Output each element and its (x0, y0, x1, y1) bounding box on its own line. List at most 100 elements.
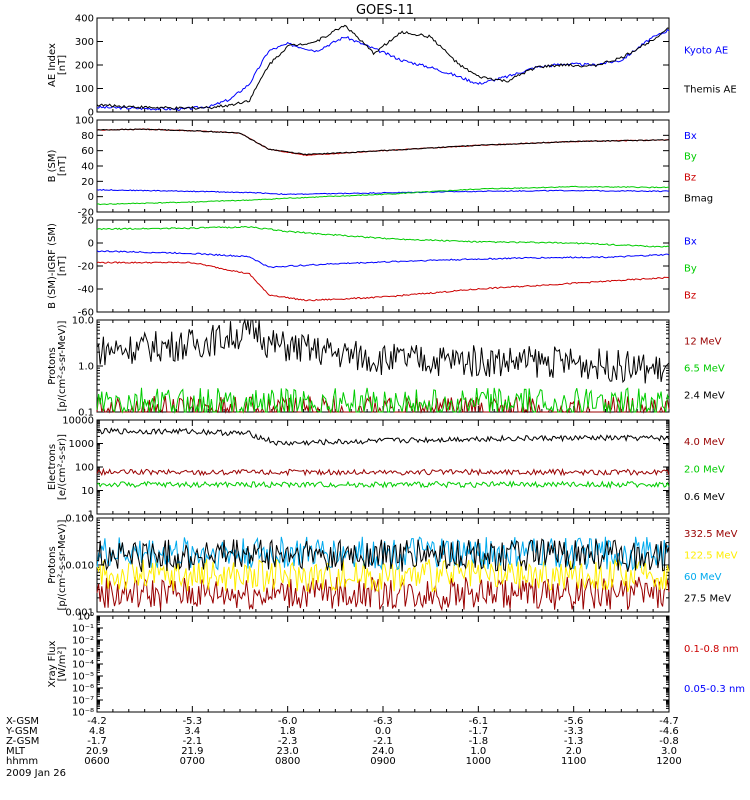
footer-value: 1200 (656, 756, 681, 767)
legend-entry: 4.0 MeV (684, 437, 725, 448)
y-tick-label: 100 (75, 116, 94, 127)
y-tick-label: 100 (75, 84, 94, 95)
legend-entry: Bz (684, 173, 696, 184)
legend-entry: 60 MeV (684, 572, 722, 583)
y-tick-label: 10000 (62, 416, 94, 427)
legend-entry: Bx (684, 131, 697, 142)
footer-value: 21.9 (181, 746, 203, 757)
legend-entry: By (684, 263, 697, 274)
legend-entry: 12 MeV (684, 336, 722, 347)
legend-entry: By (684, 152, 697, 163)
footer-value: -2.1 (183, 736, 203, 747)
footer-value: -2.1 (373, 736, 393, 747)
y-tick-label: 0 (88, 108, 94, 119)
footer-value: 23.0 (277, 746, 299, 757)
panel-6: 0.001 0.010 0.100 Protons [p/(cm²-s-sr-MeV)]… (47, 514, 738, 619)
y-axis-label: Electrons (47, 444, 58, 490)
footer-value: 4.8 (89, 726, 105, 737)
legend-entry: Bz (684, 290, 696, 301)
footer-value: 3.4 (184, 726, 200, 737)
legend-entry: 2.0 MeV (684, 465, 725, 476)
panel-1: 0 100 200 300 400 AE Index [nT] Kyoto AE Themis … (47, 14, 737, 119)
legend-entry: 2.4 MeV (684, 390, 725, 401)
panel-4: 0.1 1.0 10.0 Protons [p/(cm²-s-sr-MeV)] 12 Me… (47, 316, 725, 419)
legend-entry: 0.1-0.8 nm (684, 644, 739, 655)
series-line (96, 427, 670, 446)
y-axis-label: [p/(cm²-s-sr-MeV)] (57, 320, 68, 411)
series-line (96, 185, 670, 206)
panel-2: -20 0 20 40 60 80 100 B (SM) [nT] Bx By Bz Bmag (47, 116, 713, 219)
y-axis-label: [nT] (57, 55, 68, 75)
y-tick-label: -20 (78, 208, 94, 219)
footer-row-label: Y-GSM (5, 726, 38, 737)
y-tick-label: -40 (78, 285, 94, 296)
legend-entry: Themis AE (683, 84, 737, 95)
footer-value: -2.3 (278, 736, 298, 747)
y-axis-label: B (SM)-IGRF (SM) (47, 223, 58, 309)
y-axis-label: Protons (47, 546, 58, 583)
y-tick-label: 10⁻⁸ (72, 708, 94, 719)
y-tick-label: 0 (88, 192, 94, 203)
y-tick-label: 10.0 (72, 316, 94, 327)
y-tick-label: 0 (88, 239, 94, 250)
footer-row-label: MLT (6, 746, 26, 757)
y-tick-label: 10⁻³ (72, 648, 94, 659)
panel-frame (96, 419, 670, 515)
legend-entry: 0.05-0.3 nm (684, 684, 745, 695)
y-tick-label: 1 (88, 510, 94, 521)
y-axis-label: AE Index (47, 43, 58, 87)
y-tick-label: 20 (81, 216, 94, 227)
y-axis-label: Xray Flux (47, 640, 58, 687)
footer-value: -5.3 (183, 716, 203, 727)
y-tick-label: 200 (75, 61, 94, 72)
series-line (96, 250, 670, 269)
y-tick-label: 10⁻⁴ (72, 660, 94, 671)
y-tick-label: 80 (81, 131, 94, 142)
y-tick-label: 20 (81, 177, 94, 188)
footer-value: 1100 (561, 756, 586, 767)
footer-value: -1.7 (87, 736, 107, 747)
footer-value: 0800 (275, 756, 300, 767)
y-tick-label: 10 (81, 486, 94, 497)
series-line (96, 261, 670, 302)
footer-value: -3.3 (564, 726, 584, 737)
panel-5: 1 10 100 1000 10000 Electrons [e/(cm²-s-sr)] 4.… (47, 416, 725, 521)
y-axis-label: [W/m²] (57, 646, 68, 681)
footer-row-label: hhmm (6, 756, 38, 767)
footer-value: 24.0 (372, 746, 394, 757)
footer-value: 3.0 (661, 746, 677, 757)
y-tick-label: -60 (78, 308, 94, 319)
legend-entry: Bmag (684, 194, 713, 205)
y-tick-label: 1000 (69, 439, 94, 450)
series-line (96, 538, 670, 572)
legend-entry: 0.6 MeV (684, 492, 725, 503)
y-tick-label: 0.100 (65, 514, 94, 525)
series-line (96, 24, 670, 110)
footer-value: -6.0 (278, 716, 298, 727)
footer-value: -0.8 (659, 736, 679, 747)
footer-value: -6.1 (469, 716, 489, 727)
footer-value: 1000 (466, 756, 491, 767)
series-line (96, 318, 670, 384)
footer-value: 0700 (180, 756, 205, 767)
series-line (96, 387, 670, 414)
y-tick-label: 40 (81, 162, 94, 173)
legend-entry: 122.5 MeV (684, 551, 738, 562)
footer-value: -4.2 (87, 716, 107, 727)
footer-row-label: X-GSM (6, 716, 39, 727)
y-tick-label: 10⁰ (77, 612, 94, 623)
footer-value: 1.8 (280, 726, 296, 737)
y-tick-label: 300 (75, 37, 94, 48)
orbit-footer: X-GSM -4.2 -5.3 -6.0 -6.3 -6.1 -5.6 -4.7 Y-GSM 4.… (5, 716, 682, 767)
y-tick-label: 10⁻⁷ (72, 696, 94, 707)
y-tick-label: 10⁻² (72, 636, 94, 647)
date-label: 2009 Jan 26 (6, 768, 66, 779)
series-line (96, 467, 670, 477)
panel-frame (96, 615, 670, 713)
footer-value: -4.6 (659, 726, 679, 737)
y-tick-label: -20 (78, 262, 94, 273)
panel-frame (96, 219, 670, 313)
y-axis-label: Protons (47, 347, 58, 384)
y-tick-label: 60 (81, 146, 94, 157)
